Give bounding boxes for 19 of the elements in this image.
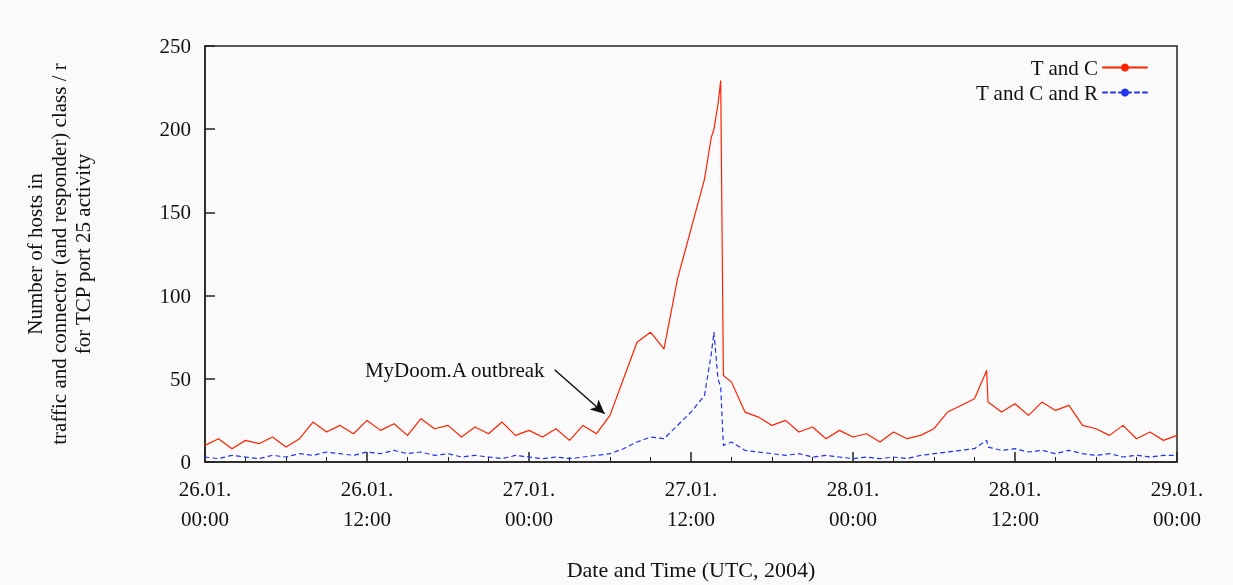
y-tick-label: 200 — [159, 117, 191, 142]
y-tick-label: 100 — [159, 283, 191, 308]
x-tick-label: 28.01. 12:00 — [988, 477, 1042, 531]
x-tick-label: 27.01. 00:00 — [502, 477, 556, 531]
line-series — [204, 80, 1178, 450]
legend-label: T and C — [1030, 55, 1098, 80]
x-tick-label: 27.01. 12:00 — [664, 477, 718, 531]
x-tick-label: 28.01. 00:00 — [826, 477, 880, 531]
y-axis-title: Number of hosts in traffic and connector (and responder) class / r for TCP port 25 activity — [23, 63, 95, 445]
legend-label: T and C and R — [975, 80, 1098, 105]
x-tick-label: 26.01. 12:00 — [340, 477, 394, 531]
annotation: MyDoom.A outbreak — [364, 357, 546, 382]
y-tick-label: 150 — [159, 200, 191, 225]
y-tick-label: 50 — [170, 366, 191, 391]
x-axis-title: Date and Time (UTC, 2004) — [566, 556, 816, 582]
y-tick-label: 0 — [180, 450, 191, 474]
y-tick-label: 250 — [159, 34, 191, 58]
x-tick-label: 29.01. 00:00 — [1150, 477, 1204, 531]
x-tick-label: 26.01. 00:00 — [178, 477, 232, 531]
